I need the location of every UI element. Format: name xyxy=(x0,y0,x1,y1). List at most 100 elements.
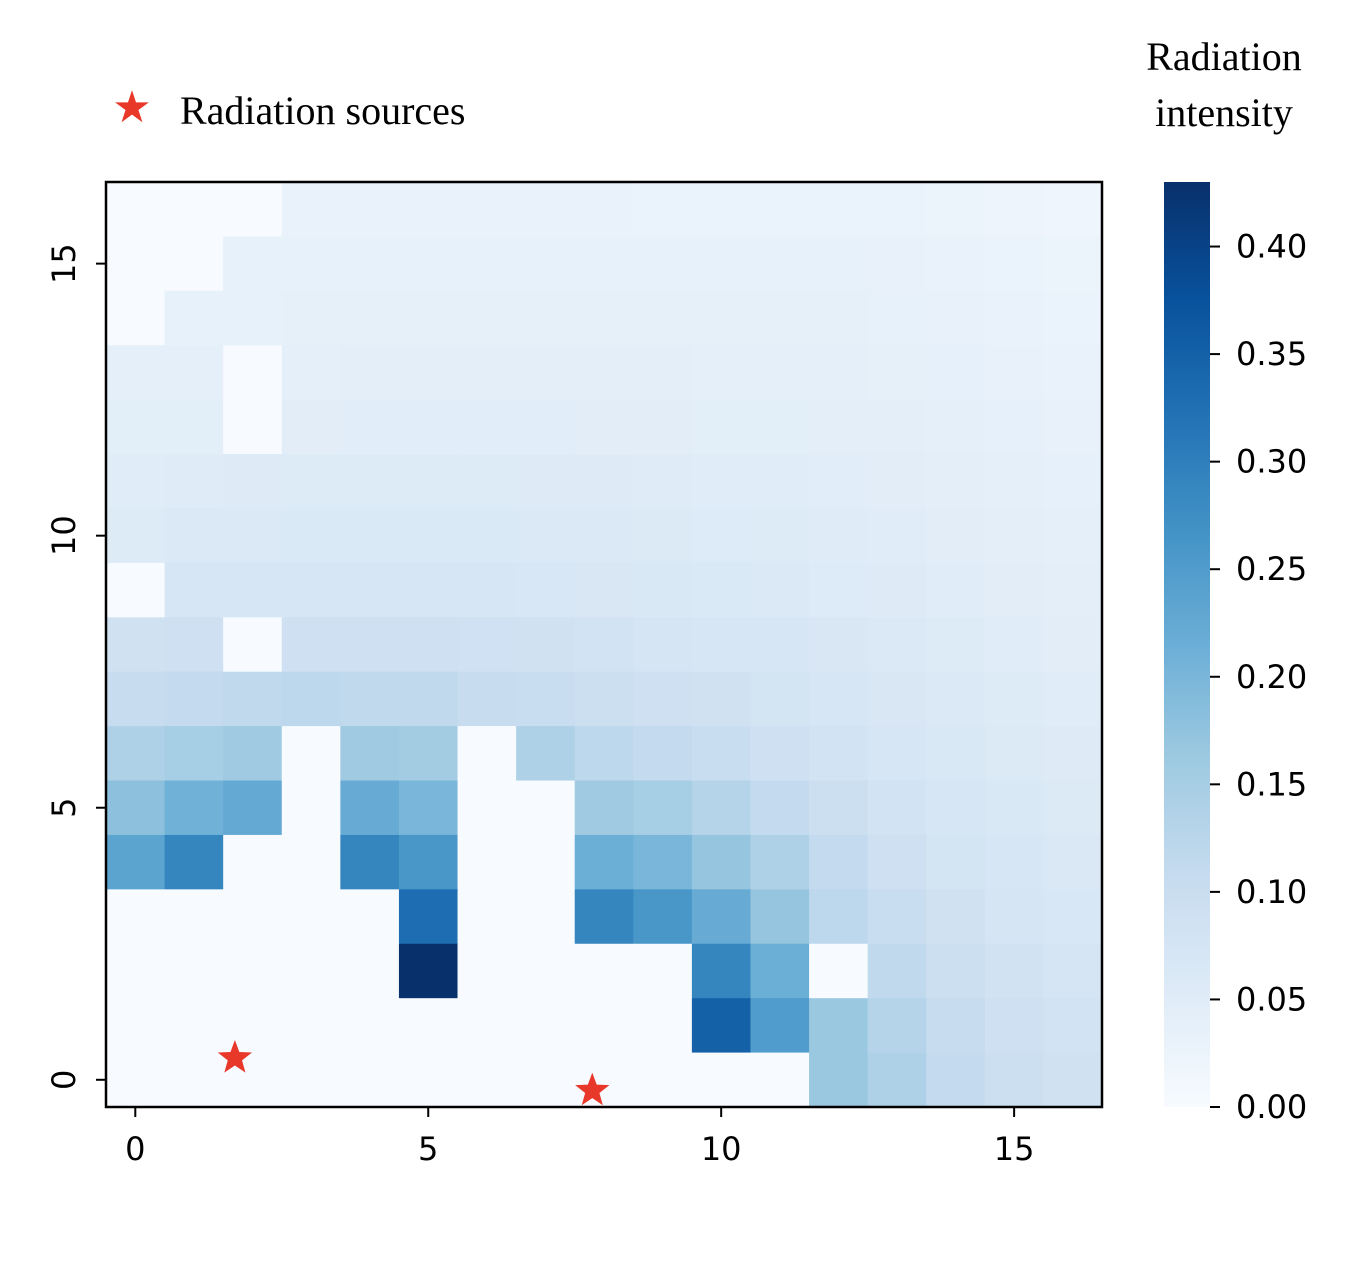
heatmap-cell xyxy=(984,454,1045,510)
heatmap-cell xyxy=(340,780,400,836)
heatmap-cell xyxy=(867,236,927,292)
heatmap-cell xyxy=(867,345,927,401)
source-markers xyxy=(217,1040,610,1106)
heatmap-cell xyxy=(340,671,400,727)
heatmap-cell xyxy=(809,236,869,292)
heatmap-cell xyxy=(809,562,869,618)
heatmap-cell xyxy=(750,399,810,455)
heatmap-cell xyxy=(516,889,576,945)
heatmap-cell xyxy=(633,562,693,618)
heatmap-cell xyxy=(867,889,927,945)
heatmap-cell xyxy=(516,726,576,782)
x-axis: 0 5 10 15 xyxy=(125,1107,1034,1168)
colorbar-tick-label: 0.10 xyxy=(1236,873,1307,911)
heatmap-cell xyxy=(106,345,166,401)
heatmap-cell xyxy=(1043,889,1103,945)
heatmap-cell xyxy=(223,834,283,890)
heatmap-cell xyxy=(691,998,752,1054)
heatmap-cell xyxy=(926,780,986,836)
heatmap-cell xyxy=(809,290,869,346)
heatmap-cell xyxy=(809,889,869,945)
y-tick-label: 15 xyxy=(45,243,83,284)
heatmap-cell xyxy=(223,780,283,836)
heatmap-cell xyxy=(457,399,517,455)
heatmap-cell xyxy=(574,508,634,564)
heatmap-cell xyxy=(867,454,927,510)
heatmap-cell xyxy=(457,562,517,618)
heatmap-cell xyxy=(574,726,634,782)
heatmap-cell xyxy=(457,834,517,890)
heatmap-cell xyxy=(574,671,634,727)
heatmap-cell xyxy=(750,834,810,890)
heatmap-cell xyxy=(984,617,1045,673)
heatmap-cell xyxy=(691,508,752,564)
heatmap-cell xyxy=(633,943,693,999)
heatmap-cell xyxy=(106,1052,166,1108)
heatmap-cell xyxy=(106,508,166,564)
heatmap-cell xyxy=(340,399,400,455)
heatmap-cell xyxy=(340,508,400,564)
heatmap-cell xyxy=(809,508,869,564)
heatmap-cell xyxy=(340,943,400,999)
heatmap-cell xyxy=(340,290,400,346)
heatmap-cell xyxy=(398,399,459,455)
heatmap-cell xyxy=(398,889,459,945)
heatmap-cell xyxy=(984,562,1045,618)
heatmap-cell xyxy=(457,508,517,564)
heatmap-cell xyxy=(633,780,693,836)
x-tick-label: 5 xyxy=(418,1130,438,1168)
heatmap-cell xyxy=(340,726,400,782)
heatmap-cell xyxy=(106,182,166,238)
heatmap-cell xyxy=(516,780,576,836)
heatmap-cell xyxy=(633,889,693,945)
heatmap-cell xyxy=(457,236,517,292)
heatmap-cell xyxy=(1043,943,1103,999)
heatmap-cell xyxy=(340,454,400,510)
heatmap-cell xyxy=(984,943,1045,999)
heatmap-cell xyxy=(574,454,634,510)
heatmap-cell xyxy=(223,617,283,673)
heatmap-cell xyxy=(164,562,224,618)
heatmap-cell xyxy=(281,943,341,999)
x-tick-label: 15 xyxy=(994,1130,1035,1168)
heatmap-cell xyxy=(164,943,224,999)
colorbar-tick-label: 0.00 xyxy=(1236,1088,1307,1126)
heatmap-cell xyxy=(457,182,517,238)
colorbar-axis: 0.00 0.05 0.10 0.15 0.20 0.25 0.30 0.35 0.40 xyxy=(1210,228,1307,1126)
heatmap-cell xyxy=(691,399,752,455)
heatmap-cell xyxy=(926,182,986,238)
colorbar-tick-label: 0.35 xyxy=(1236,335,1307,373)
heatmap-cell xyxy=(516,671,576,727)
heatmap-cell xyxy=(223,671,283,727)
heatmap-cell xyxy=(223,508,283,564)
heatmap-cell xyxy=(398,562,459,618)
heatmap-cell xyxy=(574,834,634,890)
heatmap-cell xyxy=(1043,236,1103,292)
heatmap-cell xyxy=(516,998,576,1054)
heatmap-cell xyxy=(867,834,927,890)
heatmap-cell xyxy=(1043,1052,1103,1108)
heatmap-cell xyxy=(867,998,927,1054)
heatmap-cell xyxy=(164,508,224,564)
heatmap-cell xyxy=(867,726,927,782)
heatmap-cell xyxy=(633,617,693,673)
heatmap-cell xyxy=(691,617,752,673)
radiation-source-star-icon xyxy=(575,1072,610,1106)
heatmap-cell xyxy=(281,834,341,890)
heatmap-cell xyxy=(750,889,810,945)
heatmap-cell xyxy=(1043,399,1103,455)
heatmap-cell xyxy=(516,508,576,564)
heatmap-cell xyxy=(164,834,224,890)
heatmap-cell xyxy=(281,617,341,673)
heatmap-cell xyxy=(809,182,869,238)
heatmap-cell xyxy=(809,726,869,782)
heatmap-cell xyxy=(574,617,634,673)
heatmap-cell xyxy=(691,943,752,999)
heatmap-cell xyxy=(281,562,341,618)
heatmap-cell xyxy=(750,562,810,618)
heatmap-cell xyxy=(340,345,400,401)
heatmap-cell xyxy=(984,508,1045,564)
heatmap-cell xyxy=(516,834,576,890)
heatmap-cell xyxy=(926,236,986,292)
heatmap-cell xyxy=(281,399,341,455)
